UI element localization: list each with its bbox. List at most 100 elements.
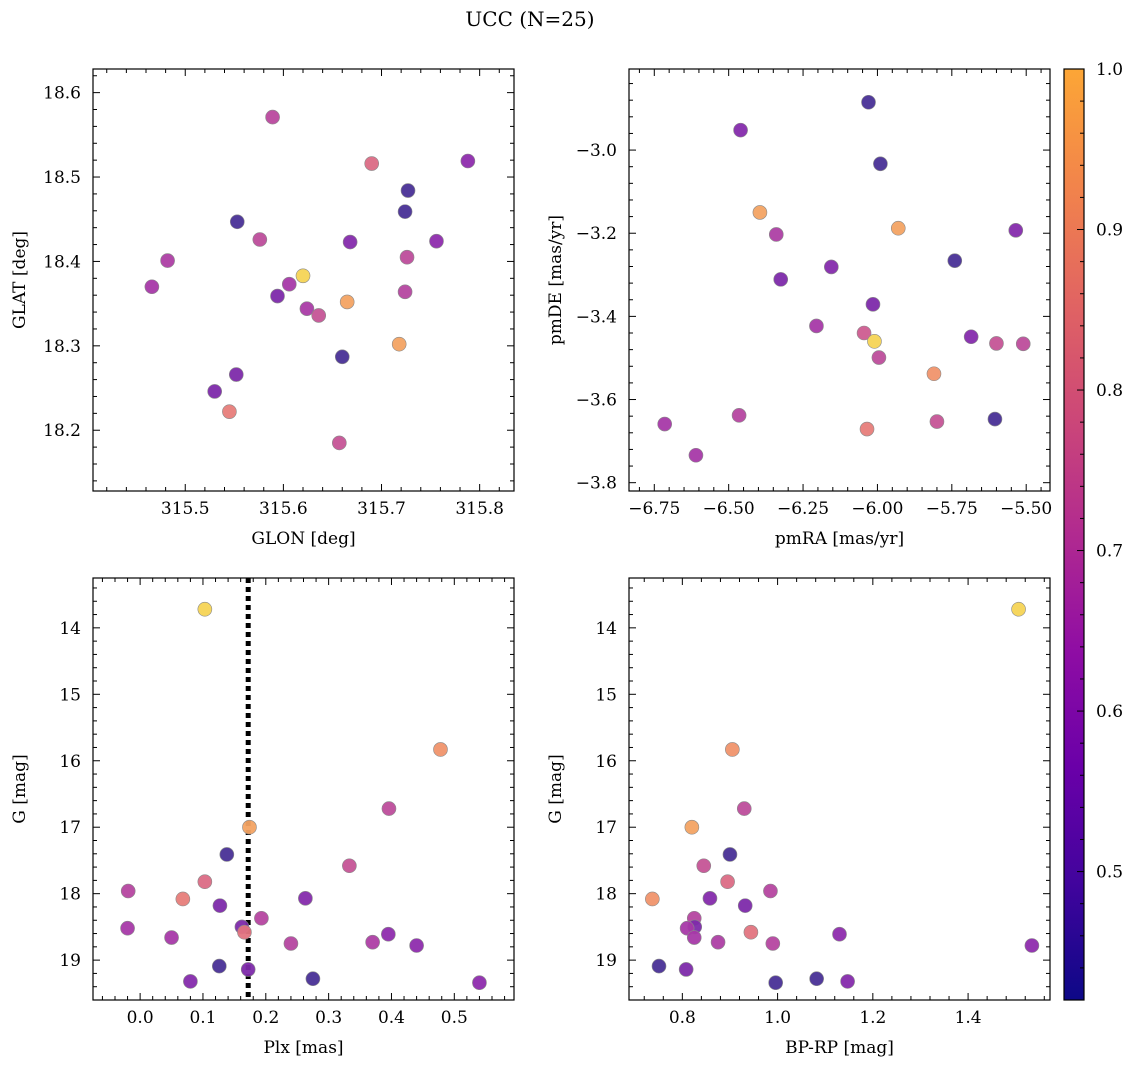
x-tick-label: −6.00 xyxy=(851,499,903,519)
x-tick-label: 0.3 xyxy=(315,1008,342,1028)
data-point xyxy=(400,183,416,198)
data-point xyxy=(832,926,847,942)
x-tick-label: 0.8 xyxy=(669,1008,696,1028)
y-tick-label: 18.4 xyxy=(43,252,81,272)
data-point xyxy=(859,421,875,437)
x-axis-label: BP-RP [mag] xyxy=(785,1038,894,1058)
data-point xyxy=(265,109,280,125)
data-point xyxy=(645,891,660,907)
scatter-panel-4: 0.8 1.0 1.2 1.4 14 15 16 17 18 19 BP-RP [mag] G [ma… xyxy=(546,577,1051,1058)
data-point xyxy=(219,847,235,862)
data-point xyxy=(989,336,1004,351)
data-point xyxy=(856,325,872,341)
x-axis-label: Plx [mas] xyxy=(263,1038,343,1058)
data-point xyxy=(873,156,888,172)
data-point xyxy=(987,411,1003,427)
y-tick-label: 19 xyxy=(59,951,81,971)
data-point xyxy=(342,234,358,250)
data-point xyxy=(433,742,448,757)
colorbar-frame xyxy=(1063,68,1085,1001)
data-point xyxy=(197,874,213,890)
data-point xyxy=(207,384,222,399)
data-point xyxy=(144,279,160,295)
y-axis-label: G [mag] xyxy=(10,754,30,823)
data-point xyxy=(752,205,768,220)
data-point xyxy=(305,971,321,987)
data-point xyxy=(737,898,753,913)
data-point xyxy=(342,858,357,874)
data-point xyxy=(743,924,759,940)
y-tick-label: 17 xyxy=(595,818,617,838)
data-point xyxy=(283,936,299,951)
data-point xyxy=(409,938,424,953)
data-point xyxy=(281,276,297,292)
x-tick-label: 0.2 xyxy=(252,1008,279,1028)
data-point xyxy=(298,891,313,906)
x-tick-label: 0.0 xyxy=(127,1008,154,1028)
scatter-panel-1: 315.5 315.6 315.7 315.8 18.2 18.3 18.4 18.5 18.6… xyxy=(10,68,515,549)
x-tick-label: 1.2 xyxy=(859,1008,886,1028)
data-point xyxy=(684,819,700,835)
data-point xyxy=(212,898,228,913)
x-axis-label: pmRA [mas/yr] xyxy=(775,529,904,549)
data-point xyxy=(809,318,824,334)
data-point xyxy=(270,288,285,304)
data-point xyxy=(1011,601,1026,617)
y-tick-label: 18 xyxy=(59,885,81,905)
data-point xyxy=(120,883,136,899)
colorbar-tick-label: 0.8 xyxy=(1096,381,1123,401)
y-axis-label: pmDE [mas/yr] xyxy=(546,215,566,345)
data-point xyxy=(365,934,380,950)
y-tick-label: −3.0 xyxy=(576,141,617,161)
data-point xyxy=(688,447,704,463)
data-point xyxy=(725,742,740,757)
data-point xyxy=(710,934,726,950)
data-point xyxy=(397,204,413,219)
data-point xyxy=(768,975,783,991)
data-point xyxy=(768,227,784,242)
y-tick-label: 16 xyxy=(595,752,617,772)
data-point xyxy=(763,883,778,899)
data-point xyxy=(381,926,396,942)
data-point xyxy=(399,249,415,265)
data-point xyxy=(947,253,963,268)
data-point xyxy=(295,268,311,284)
y-tick-label: 19 xyxy=(595,951,617,971)
y-tick-label: −3.6 xyxy=(576,391,617,411)
data-point xyxy=(175,891,191,907)
data-point xyxy=(429,233,444,249)
colorbar: 0.5 0.6 0.7 0.8 0.9 1.0 xyxy=(1063,60,1123,1001)
data-point xyxy=(722,847,738,862)
colorbar-tick-label: 0.6 xyxy=(1096,702,1123,722)
scatter-panel-3: 0.0 0.1 0.2 0.3 0.4 0.5 14 15 16 17 18 19 Plx [mas] G… xyxy=(10,577,515,1058)
data-point xyxy=(963,329,979,345)
data-point xyxy=(164,930,179,945)
colorbar-gradient xyxy=(1064,69,1084,1000)
data-point xyxy=(237,924,252,940)
y-tick-label: 18.5 xyxy=(43,168,81,188)
x-tick-label: −6.75 xyxy=(628,499,680,519)
data-point xyxy=(229,214,245,230)
data-point xyxy=(765,936,781,951)
data-point xyxy=(299,301,315,316)
data-point xyxy=(840,974,855,989)
y-axis-label: GLAT [deg] xyxy=(10,231,30,329)
y-tick-label: 18 xyxy=(595,885,617,905)
y-tick-label: 14 xyxy=(595,619,617,639)
x-tick-label: 315.6 xyxy=(259,499,308,519)
data-point xyxy=(120,920,135,936)
x-tick-label: 1.0 xyxy=(764,1008,791,1028)
y-tick-label: 18.6 xyxy=(43,84,81,104)
data-point xyxy=(183,974,198,989)
data-point xyxy=(222,404,237,419)
colorbar-tick-label: 0.7 xyxy=(1096,542,1123,562)
data-point xyxy=(733,122,748,138)
data-point xyxy=(773,272,789,287)
y-tick-label: 14 xyxy=(59,619,81,639)
data-point xyxy=(460,153,476,169)
data-point xyxy=(254,910,269,926)
data-point xyxy=(736,801,752,816)
x-tick-label: −5.50 xyxy=(1000,499,1052,519)
data-point xyxy=(731,408,747,423)
